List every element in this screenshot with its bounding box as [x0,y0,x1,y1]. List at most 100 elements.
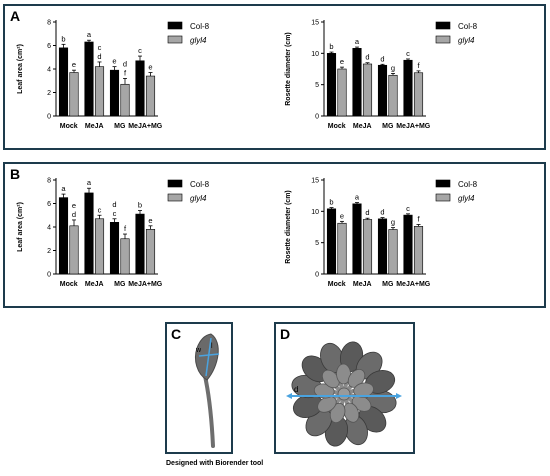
bar-col-8 [377,218,388,275]
x-tick-label: MeJA [85,123,104,130]
arrowhead-left [286,393,292,399]
legend-swatch-col-8 [435,21,451,30]
legend-label-glyl4: glyl4 [458,36,475,45]
significance-letter: a [87,30,92,39]
leaf-petiole [203,374,215,448]
rosette-inner-leaf [336,363,351,385]
x-tick-label: Mock [328,123,346,130]
significance-letter: f [417,214,420,223]
significance-letter: b [329,42,333,51]
bar-col-8 [377,64,388,117]
bar-glyl4 [69,72,79,117]
bar-col-8 [326,53,337,117]
legend-swatch-col-8 [167,21,183,30]
y-axis-label: Rosette diameter (cm) [285,190,292,264]
bar-glyl4 [69,225,79,275]
significance-letter: d [365,208,369,217]
legend-label-col-8: Col-8 [190,22,210,31]
significance-letter: f [417,61,420,70]
x-tick-label: MG [382,281,394,288]
x-tick-label: MG [114,281,126,288]
y-tick-label: 15 [311,178,319,185]
x-tick-label: MeJA+MG [128,281,163,288]
bar-col-8 [109,69,120,117]
significance-letter: d [380,208,384,217]
arrowhead-right [396,393,402,399]
bar-col-8 [135,60,145,117]
y-tick-label: 0 [315,272,319,279]
x-tick-label: MeJA [85,281,104,288]
significance-letter: d [112,200,116,209]
x-tick-label: MeJA+MG [396,281,431,288]
leaf-area-chart-b: Leaf area (cm²)02468aedMockacMeJAdcfMGbe… [17,178,210,289]
legend-swatch-glyl4 [435,35,451,44]
panel-a-frame [3,4,546,150]
significance-letter: d [97,52,101,61]
y-axis-label: Rosette diameter (cm) [285,32,292,106]
panel-b-frame [3,162,546,308]
rosette-diameter-chart-a: Rosette diameter (cm)051015beMockadMeJAd… [285,20,478,131]
y-tick-label: 4 [47,225,51,232]
significance-letter: d [72,210,76,219]
leaf-length-label: l [211,343,213,350]
leaf-width-arrow [198,353,220,357]
bar-col-8 [84,192,94,275]
y-tick-label: 5 [315,82,319,89]
rosette-inner-leaf [343,402,360,423]
y-tick-label: 5 [315,240,319,247]
x-tick-label: MeJA [353,123,372,130]
y-tick-label: 8 [47,20,51,27]
legend-swatch-col-8 [435,179,451,188]
y-tick-label: 0 [47,114,51,121]
panel-c-label: C [171,326,182,342]
y-tick-label: 6 [47,201,51,208]
y-tick-label: 10 [311,209,319,216]
bar-glyl4 [388,229,398,275]
significance-letter: e [340,57,344,66]
significance-letter: e [148,216,152,225]
x-tick-label: MG [114,123,126,130]
rosette-inner-leaf [317,396,337,413]
significance-letter: c [138,46,142,55]
significance-letter: g [391,63,395,72]
bar-glyl4 [337,222,347,275]
significance-letter: a [355,37,360,46]
significance-letter: c [98,43,102,52]
legend-label-col-8: Col-8 [190,180,210,189]
y-tick-label: 10 [311,51,319,58]
significance-letter: d [365,53,369,62]
bar-glyl4 [145,75,156,117]
bar-glyl4 [337,68,347,117]
y-tick-label: 4 [47,67,51,74]
bar-glyl4 [94,66,105,117]
y-axis-label: Leaf area (cm²) [17,202,24,252]
leaf-illustration: l w [194,333,220,448]
significance-letter: c [98,205,102,214]
y-tick-label: 8 [47,178,51,185]
bar-glyl4 [413,226,424,275]
panel-d-label: D [280,326,291,342]
bar-glyl4 [120,83,130,117]
y-tick-label: 6 [47,43,51,50]
legend-label-glyl4: glyl4 [190,194,207,203]
significance-letter: b [138,201,142,210]
significance-letter: c [406,49,410,58]
figure-caption: Designed with Biorender tool [166,460,264,467]
significance-letter: a [355,193,360,202]
significance-letter: e [72,60,76,69]
significance-letter: g [391,218,395,227]
leaf-width-label: w [195,347,202,354]
bar-col-8 [84,41,94,117]
significance-letter: a [87,178,92,187]
significance-letter: e [72,201,76,210]
x-tick-label: MeJA+MG [396,123,431,130]
bar-glyl4 [388,74,398,117]
legend-label-col-8: Col-8 [458,180,478,189]
significance-letter: d [123,59,127,68]
significance-letter: f [124,224,127,233]
rosette-diameter-chart-b: Rosette diameter (cm)051015beMockadMeJAd… [285,178,478,289]
legend-swatch-glyl4 [167,35,183,44]
y-tick-label: 2 [47,90,51,97]
x-tick-label: MG [382,123,394,130]
bar-col-8 [58,197,69,275]
